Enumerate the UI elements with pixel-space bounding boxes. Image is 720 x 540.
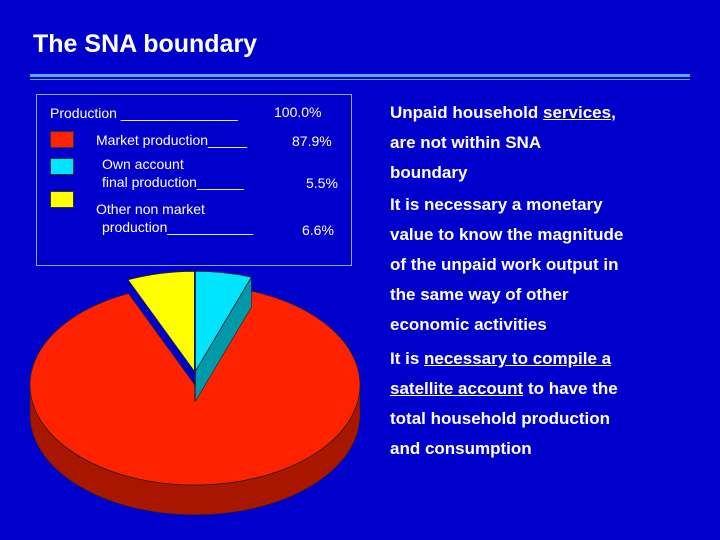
pie-slice-market	[29, 290, 361, 516]
title-rule	[30, 74, 690, 77]
note-1-line-2: are not within SNA	[390, 133, 542, 152]
legend-box	[36, 94, 352, 266]
note-1-text-a: Unpaid household	[390, 103, 543, 122]
pie-slice-own-account	[195, 270, 253, 403]
legend-item-own-account-line1: Own account	[102, 156, 184, 172]
note-2-line-3: of the unpaid work output in	[390, 255, 619, 274]
legend-header-value: 100.0%	[274, 104, 322, 120]
legend-item-other-line2: production___________	[102, 219, 254, 235]
legend-item-own-account-value: 5.5%	[306, 175, 338, 191]
legend-swatch-other-non-market	[50, 191, 74, 208]
note-2-line-5: economic activities	[390, 315, 547, 334]
note-3-line-3: total household production	[390, 409, 611, 428]
legend-item-other-value: 6.6%	[302, 222, 334, 238]
pie-slice-other-non-market-top	[127, 270, 195, 373]
note-1-line-3: boundary	[390, 163, 468, 182]
note-3-text-d: to have the	[523, 379, 618, 398]
slide-title: The SNA boundary	[33, 30, 258, 58]
pie-slice-market-top	[29, 290, 361, 486]
legend-swatch-market	[50, 131, 74, 148]
note-1-text-b: services,	[543, 103, 616, 122]
note-3-text-a: It is	[390, 349, 425, 368]
note-3-line-1: It is necessary to compile a	[390, 344, 611, 374]
note-3-text-c: satellite account	[390, 379, 524, 398]
legend-item-market-label: Market production_____	[96, 132, 247, 148]
legend-swatch-own-account	[50, 158, 74, 175]
note-2-line-4: the same way of other	[390, 285, 569, 304]
legend-header-label: Production _______________	[50, 105, 238, 121]
note-2-line-1: It is necessary a monetary	[390, 195, 603, 214]
title-rule-thin	[30, 79, 690, 80]
legend-item-market-value: 87.9%	[292, 133, 332, 149]
pie-slice-other-non-market	[127, 270, 195, 402]
legend-item-other-line1: Other non market	[96, 201, 205, 217]
note-1-line-1: Unpaid household services,	[390, 98, 616, 128]
legend-item-own-account-line2: final production______	[102, 174, 244, 190]
pie-slice-own-account-top	[195, 270, 253, 373]
note-2-line-2: value to know the magnitude	[390, 225, 624, 244]
note-3-text-b: necessary to compile a	[424, 349, 612, 368]
note-3-line-4: and consumption	[390, 439, 532, 458]
note-3-line-2: satellite account to have the	[390, 374, 618, 404]
